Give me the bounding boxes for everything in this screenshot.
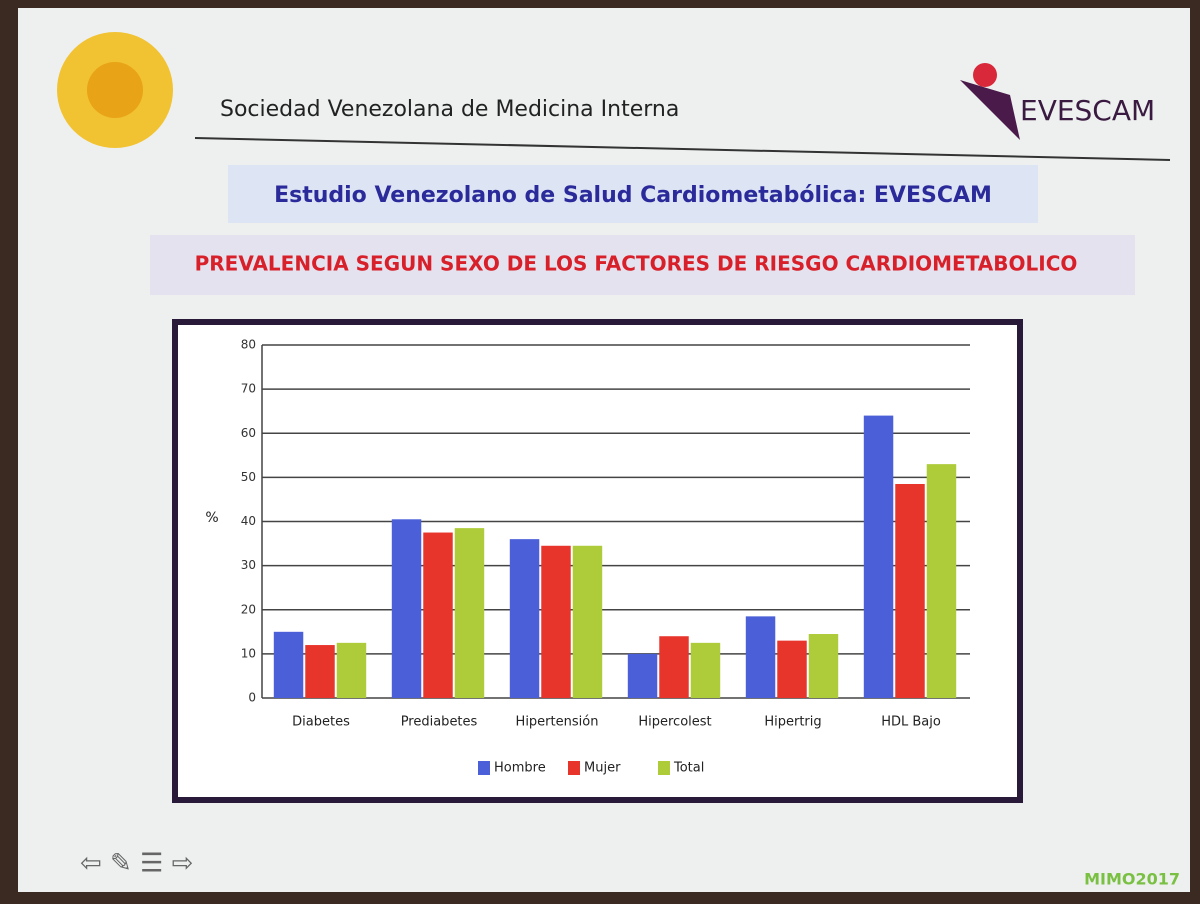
legend-label: Hombre: [494, 761, 546, 776]
bar: [690, 642, 721, 698]
y-tick-label: 80: [241, 338, 256, 352]
x-tick-label: Hipertrig: [764, 715, 821, 730]
y-tick-label: 30: [241, 558, 256, 572]
nav-icons[interactable]: ⇦ ✎ ☰ ⇨: [80, 849, 193, 879]
society-logo-center: [87, 62, 143, 118]
y-tick-label: 20: [241, 602, 256, 616]
footer-tag: MIMO2017: [1084, 870, 1180, 889]
bar: [391, 519, 422, 698]
bar: [541, 545, 571, 698]
x-tick-label: HDL Bajo: [881, 715, 941, 730]
study-title-box: [228, 165, 1038, 223]
y-tick-label: 40: [241, 514, 256, 528]
chart-title: PREVALENCIA SEGUN SEXO DE LOS FACTORES D…: [195, 252, 1078, 276]
bar: [572, 545, 603, 698]
study-title: Estudio Venezolano de Salud Cardiometabó…: [274, 183, 992, 208]
bar: [273, 631, 304, 698]
legend-swatch: [568, 761, 580, 775]
y-tick-label: 0: [248, 691, 256, 705]
bar: [659, 636, 689, 698]
bar: [745, 616, 776, 698]
header-rule: [194, 137, 1171, 161]
bar: [777, 640, 807, 698]
x-tick-label: Hipercolest: [638, 715, 711, 730]
legend-label: Mujer: [584, 761, 621, 776]
legend-label: Total: [673, 761, 704, 776]
society-name: Sociedad Venezolana de Medicina Interna: [220, 97, 679, 122]
bar: [423, 532, 453, 698]
chart-title-box: [150, 235, 1135, 295]
bar: [509, 539, 540, 698]
bar: [895, 483, 925, 698]
y-axis-label: %: [205, 510, 218, 526]
bar: [808, 634, 839, 698]
x-tick-label: Hipertensión: [516, 715, 599, 730]
evescam-logo-mark: [960, 80, 1020, 140]
x-tick-label: Prediabetes: [401, 715, 478, 730]
bar: [305, 645, 335, 698]
legend-swatch: [478, 761, 490, 775]
bar: [454, 528, 485, 698]
evescam-logo-text: EVESCAM: [1020, 94, 1155, 127]
y-tick-label: 70: [241, 382, 256, 396]
bar: [336, 642, 367, 698]
bar: [863, 415, 894, 698]
evescam-logo-heart: [973, 63, 997, 87]
y-tick-label: 10: [241, 646, 256, 660]
y-tick-label: 60: [241, 426, 256, 440]
y-tick-label: 50: [241, 470, 256, 484]
bar: [926, 464, 957, 698]
x-tick-label: Diabetes: [292, 715, 350, 730]
legend-swatch: [658, 761, 670, 775]
bar: [627, 653, 658, 698]
